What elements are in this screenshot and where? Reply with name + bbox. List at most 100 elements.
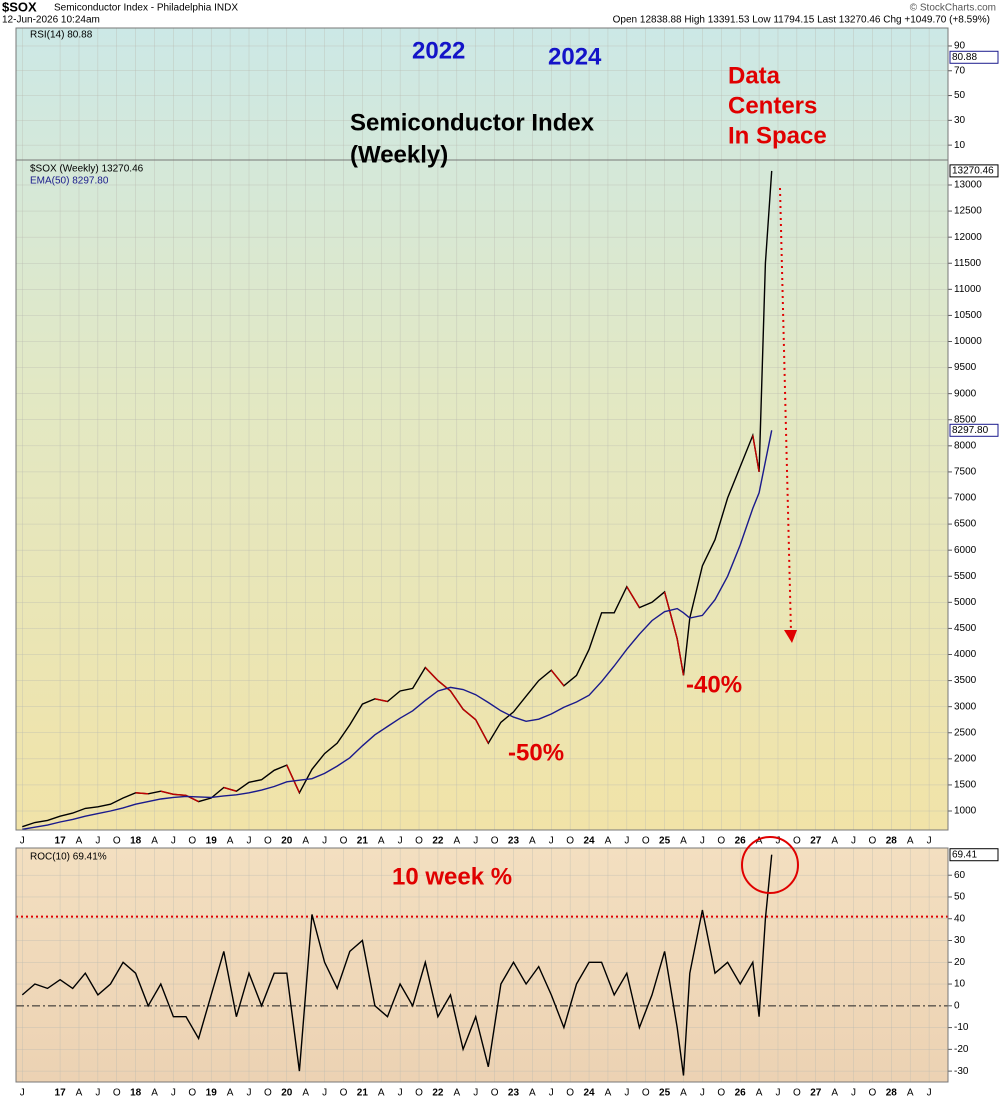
down-segment <box>550 669 565 687</box>
x-tick-label: 22 <box>432 1088 444 1099</box>
x-tick-label: O <box>188 836 196 847</box>
chart-title: Semiconductor Index <box>350 109 595 136</box>
y-tick-label: 9500 <box>954 362 977 373</box>
x-tick-label: O <box>793 836 801 847</box>
x-tick-label: 20 <box>281 1088 293 1099</box>
annotation: 10 week % <box>392 863 512 890</box>
x-tick-label: A <box>76 1088 83 1099</box>
x-tick-label: O <box>717 1088 725 1099</box>
y-tick-label: 20 <box>954 957 966 968</box>
y-tick-label: 12500 <box>954 206 982 217</box>
y-tick-label: 2000 <box>954 753 977 764</box>
value-box: 69.41 <box>949 848 999 862</box>
x-tick-label: 25 <box>659 1088 671 1099</box>
date: 12-Jun-2026 10:24am <box>2 15 100 26</box>
x-tick-label: 27 <box>810 836 822 847</box>
annotation: 2022 <box>412 37 465 64</box>
x-tick-label: 23 <box>508 836 520 847</box>
x-tick-label: J <box>851 1088 856 1099</box>
down-segment <box>223 786 237 792</box>
x-tick-label: O <box>415 836 423 847</box>
x-tick-label: 19 <box>206 836 218 847</box>
x-tick-label: O <box>869 1088 877 1099</box>
value-box-label: 8297.80 <box>952 425 989 436</box>
x-tick-label: O <box>566 1088 574 1099</box>
x-tick-label: A <box>151 836 158 847</box>
x-tick-label: 19 <box>206 1088 218 1099</box>
annotation: Centers <box>728 92 817 119</box>
y-tick-label: 12000 <box>954 232 982 243</box>
x-tick-label: O <box>717 836 725 847</box>
legend-entry: $SOX (Weekly) 13270.46 <box>30 164 144 175</box>
y-tick-label: 8500 <box>954 414 977 425</box>
y-tick-label: 60 <box>954 870 966 881</box>
down-segment <box>462 708 477 721</box>
value-box-frame <box>949 423 999 437</box>
x-tick-label: O <box>642 1088 650 1099</box>
x-tick-label: J <box>398 836 403 847</box>
down-segment <box>374 698 388 703</box>
y-tick-label: 30 <box>954 935 966 946</box>
y-tick-label: 90 <box>954 41 966 52</box>
x-tick-label: A <box>907 1088 914 1099</box>
series-line <box>21 854 773 1076</box>
x-tick-label: J <box>549 836 554 847</box>
x-tick-label: O <box>340 836 348 847</box>
y-tick-label: 7500 <box>954 467 977 478</box>
x-tick-label: 17 <box>55 836 67 847</box>
value-box: 80.88 <box>949 50 999 64</box>
x-tick-label: O <box>793 1088 801 1099</box>
y-tick-label: 5500 <box>954 571 977 582</box>
x-tick-label: J <box>20 836 25 847</box>
y-tick-label: 10 <box>954 140 966 151</box>
x-tick-label: J <box>171 836 176 847</box>
annotation: 2024 <box>548 43 602 70</box>
y-tick-label: 3000 <box>954 701 977 712</box>
annotation: -40% <box>686 671 742 698</box>
x-tick-label: O <box>264 1088 272 1099</box>
x-tick-label: O <box>869 836 877 847</box>
y-tick-label: 6500 <box>954 519 977 530</box>
x-tick-label: A <box>605 1088 612 1099</box>
x-tick-label: O <box>340 1088 348 1099</box>
x-tick-label: J <box>700 1088 705 1099</box>
x-tick-label: A <box>302 836 309 847</box>
value-box-frame <box>949 164 999 178</box>
x-tick-label: A <box>831 1088 838 1099</box>
x-tick-label: J <box>247 836 252 847</box>
down-segment <box>424 667 439 682</box>
y-tick-label: 4500 <box>954 623 977 634</box>
y-tick-label: 4000 <box>954 649 977 660</box>
value-box-label: 69.41 <box>952 849 977 860</box>
x-tick-label: A <box>529 836 536 847</box>
x-tick-label: J <box>398 1088 403 1099</box>
x-tick-label: J <box>549 1088 554 1099</box>
x-tick-label: J <box>700 836 705 847</box>
y-tick-label: 9000 <box>954 388 977 399</box>
y-tick-label: 3500 <box>954 675 977 686</box>
y-tick-label: 7000 <box>954 493 977 504</box>
x-tick-label: O <box>566 836 574 847</box>
y-tick-label: 1500 <box>954 780 977 791</box>
x-tick-label: 18 <box>130 1088 142 1099</box>
x-tick-label: J <box>775 1088 780 1099</box>
x-tick-label: J <box>20 1088 25 1099</box>
series-line <box>22 430 773 830</box>
credit: © StockCharts.com <box>910 3 996 14</box>
y-tick-label: 11000 <box>954 284 982 295</box>
y-tick-label: 0 <box>954 1000 960 1011</box>
down-segment <box>173 793 187 797</box>
x-tick-label: J <box>473 1088 478 1099</box>
x-tick-label: 25 <box>659 836 671 847</box>
x-tick-label: O <box>491 836 499 847</box>
x-tick-label: 28 <box>886 1088 898 1099</box>
x-tick-label: A <box>831 836 838 847</box>
down-segment <box>752 435 760 473</box>
down-segment <box>135 792 149 795</box>
down-segment <box>437 680 451 692</box>
y-tick-label: 10 <box>954 979 966 990</box>
down-segment <box>449 690 464 710</box>
y-tick-label: 10000 <box>954 336 982 347</box>
x-tick-label: A <box>227 836 234 847</box>
